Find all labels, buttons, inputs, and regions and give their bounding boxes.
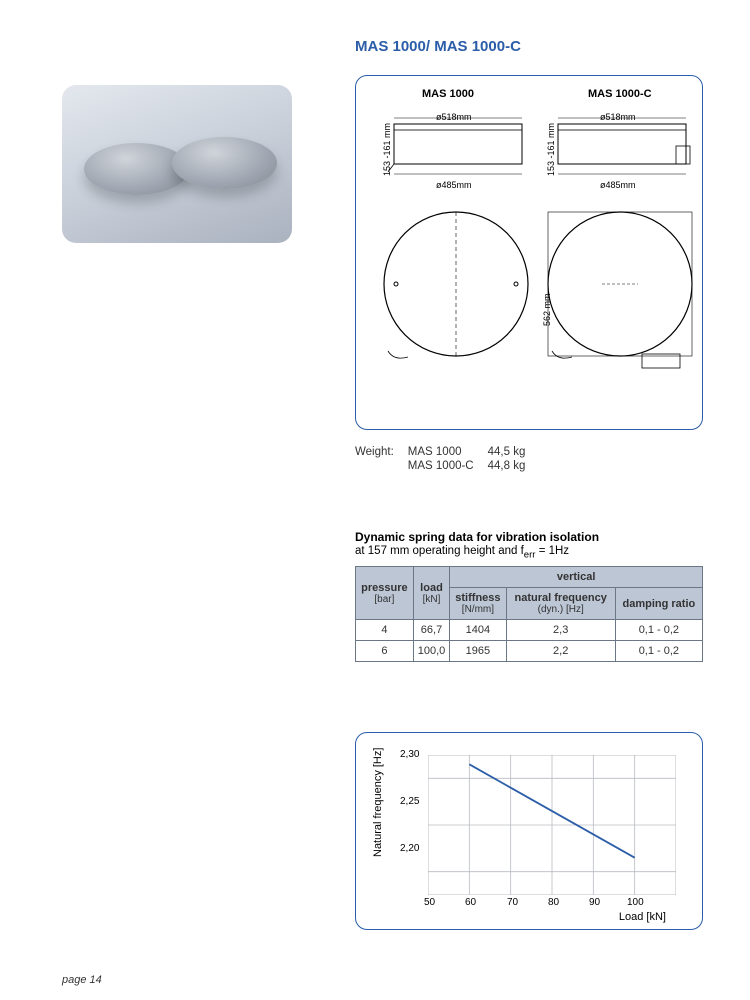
dimensions-diagram-panel: MAS 1000 MAS 1000-C ø518mm 153 -161 mm ø… [355, 75, 703, 430]
table-row: 6 100,0 1965 2,2 0,1 - 0,2 [356, 641, 703, 662]
chart-xlabel: Load [kN] [619, 911, 666, 923]
xtick-1: 60 [465, 897, 476, 908]
xtick-3: 80 [548, 897, 559, 908]
spring-data-table: pressure[bar] load[kN] vertical stiffnes… [355, 566, 703, 662]
product-photo [62, 85, 292, 243]
dim-ø518-right: ø518mm [600, 112, 636, 122]
chart-plot-area [428, 755, 676, 895]
col-load: load[kN] [413, 567, 449, 620]
chart-ylabel: Natural frequency [Hz] [372, 748, 384, 857]
page-title: MAS 1000/ MAS 1000-C [355, 38, 521, 55]
weight-model-0: MAS 1000 [408, 445, 488, 459]
side-view-left-icon [384, 116, 532, 180]
xtick-0: 50 [424, 897, 435, 908]
weight-model-1: MAS 1000-C [408, 459, 488, 473]
weight-section: Weight: MAS 1000 44,5 kg MAS 1000-C 44,8… [355, 445, 539, 473]
table-row: 4 66,7 1404 2,3 0,1 - 0,2 [356, 620, 703, 641]
plan-view-left-icon [378, 206, 534, 362]
spring-data-section: Dynamic spring data for vibration isolat… [355, 530, 703, 662]
diagram-label-right: MAS 1000-C [588, 88, 652, 100]
col-natfreq: natural frequency(dyn.) [Hz] [506, 588, 615, 620]
xtick-4: 90 [589, 897, 600, 908]
side-view-right-icon [548, 116, 696, 180]
col-group-vertical: vertical [450, 567, 703, 588]
ytick-2: 2,30 [400, 749, 419, 760]
table-title: Dynamic spring data for vibration isolat… [355, 530, 703, 544]
xtick-5: 100 [627, 897, 644, 908]
dim-height-right: 153 -161 mm [546, 123, 556, 176]
weight-value-1: 44,8 kg [488, 459, 540, 473]
line-chart-icon [428, 755, 676, 895]
plan-view-right-icon [542, 206, 698, 376]
table-subtitle: at 157 mm operating height and ferr = 1H… [355, 545, 703, 560]
diagram-label-left: MAS 1000 [422, 88, 474, 100]
dim-plan-height: 562 mm [542, 293, 552, 326]
dim-height-left: 153 -161 mm [382, 123, 392, 176]
ytick-0: 2,20 [400, 843, 419, 854]
ytick-1: 2,25 [400, 796, 419, 807]
col-pressure: pressure[bar] [356, 567, 414, 620]
xtick-2: 70 [507, 897, 518, 908]
page-number: page 14 [62, 974, 102, 986]
dim-ø485-left: ø485mm [436, 180, 472, 190]
dim-ø518-left: ø518mm [436, 112, 472, 122]
weight-value-0: 44,5 kg [488, 445, 540, 459]
col-damping: damping ratio [615, 588, 702, 620]
weight-label: Weight: [355, 445, 408, 459]
col-stiffness: stiffness[N/mm] [450, 588, 506, 620]
dim-ø485-right: ø485mm [600, 180, 636, 190]
chart-panel: Natural frequency [Hz] Load [kN] 2,30 2,… [355, 732, 703, 930]
